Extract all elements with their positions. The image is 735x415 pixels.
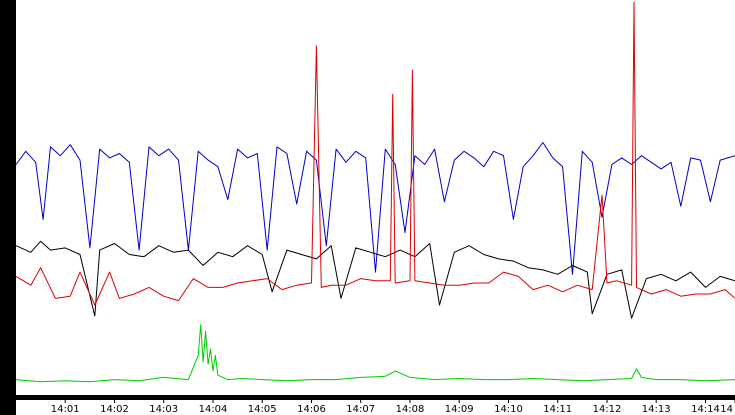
- x-tick-label: 14:01: [51, 404, 80, 415]
- y-axis-band: [0, 0, 16, 415]
- x-tick-label: 14:02: [100, 404, 129, 415]
- y-tick-label: 0: [4, 388, 15, 394]
- series-line-1: [15, 142, 735, 275]
- x-tick-label: 14:11: [543, 404, 572, 415]
- y-tick-labels: 0 1799 3598 5397 7196 8996 10795 12594 14393 1619…: [4, 0, 15, 394]
- y-tick-label: 16192: [4, 24, 15, 56]
- y-tick-label: 12594: [4, 103, 15, 135]
- x-tick-label: 14:08: [396, 404, 425, 415]
- x-tick-label: 14:04: [199, 404, 228, 415]
- y-tick-label: 17992: [4, 0, 15, 24]
- y-tick-label: 7196: [4, 224, 15, 249]
- x-tick-label: 14:12: [593, 404, 622, 415]
- series-line-3: [15, 1, 735, 306]
- x-tick-label: 14:06: [297, 404, 326, 415]
- series-line-4: [15, 324, 735, 383]
- x-axis-band: [16, 395, 735, 400]
- x-tick-label: 14:09: [445, 404, 474, 415]
- y-tick-label: 5397: [4, 264, 15, 289]
- x-tick-label: 14:05: [248, 404, 277, 415]
- x-tick-label: 14:14: [691, 404, 720, 415]
- y-tick-label: 10795: [4, 142, 15, 174]
- x-tick-label: 14:07: [346, 404, 375, 415]
- x-tick-labels: 14:01 14:02 14:03 14:04 14:05 14:06 14:07 14:08…: [51, 400, 735, 415]
- series-layer: [15, 1, 735, 383]
- y-tick-label: 8996: [4, 185, 15, 210]
- x-tick-label: 14:13: [642, 404, 671, 415]
- series-line-2: [15, 240, 735, 319]
- x-tick-label: 14:03: [149, 404, 178, 415]
- y-tick-label: 1799: [4, 343, 15, 368]
- y-tick-label: 14393: [4, 63, 15, 95]
- x-tick-label: 14:10: [494, 404, 523, 415]
- y-tick-label: 3598: [4, 303, 15, 328]
- x-tick-label: 14: [720, 404, 733, 415]
